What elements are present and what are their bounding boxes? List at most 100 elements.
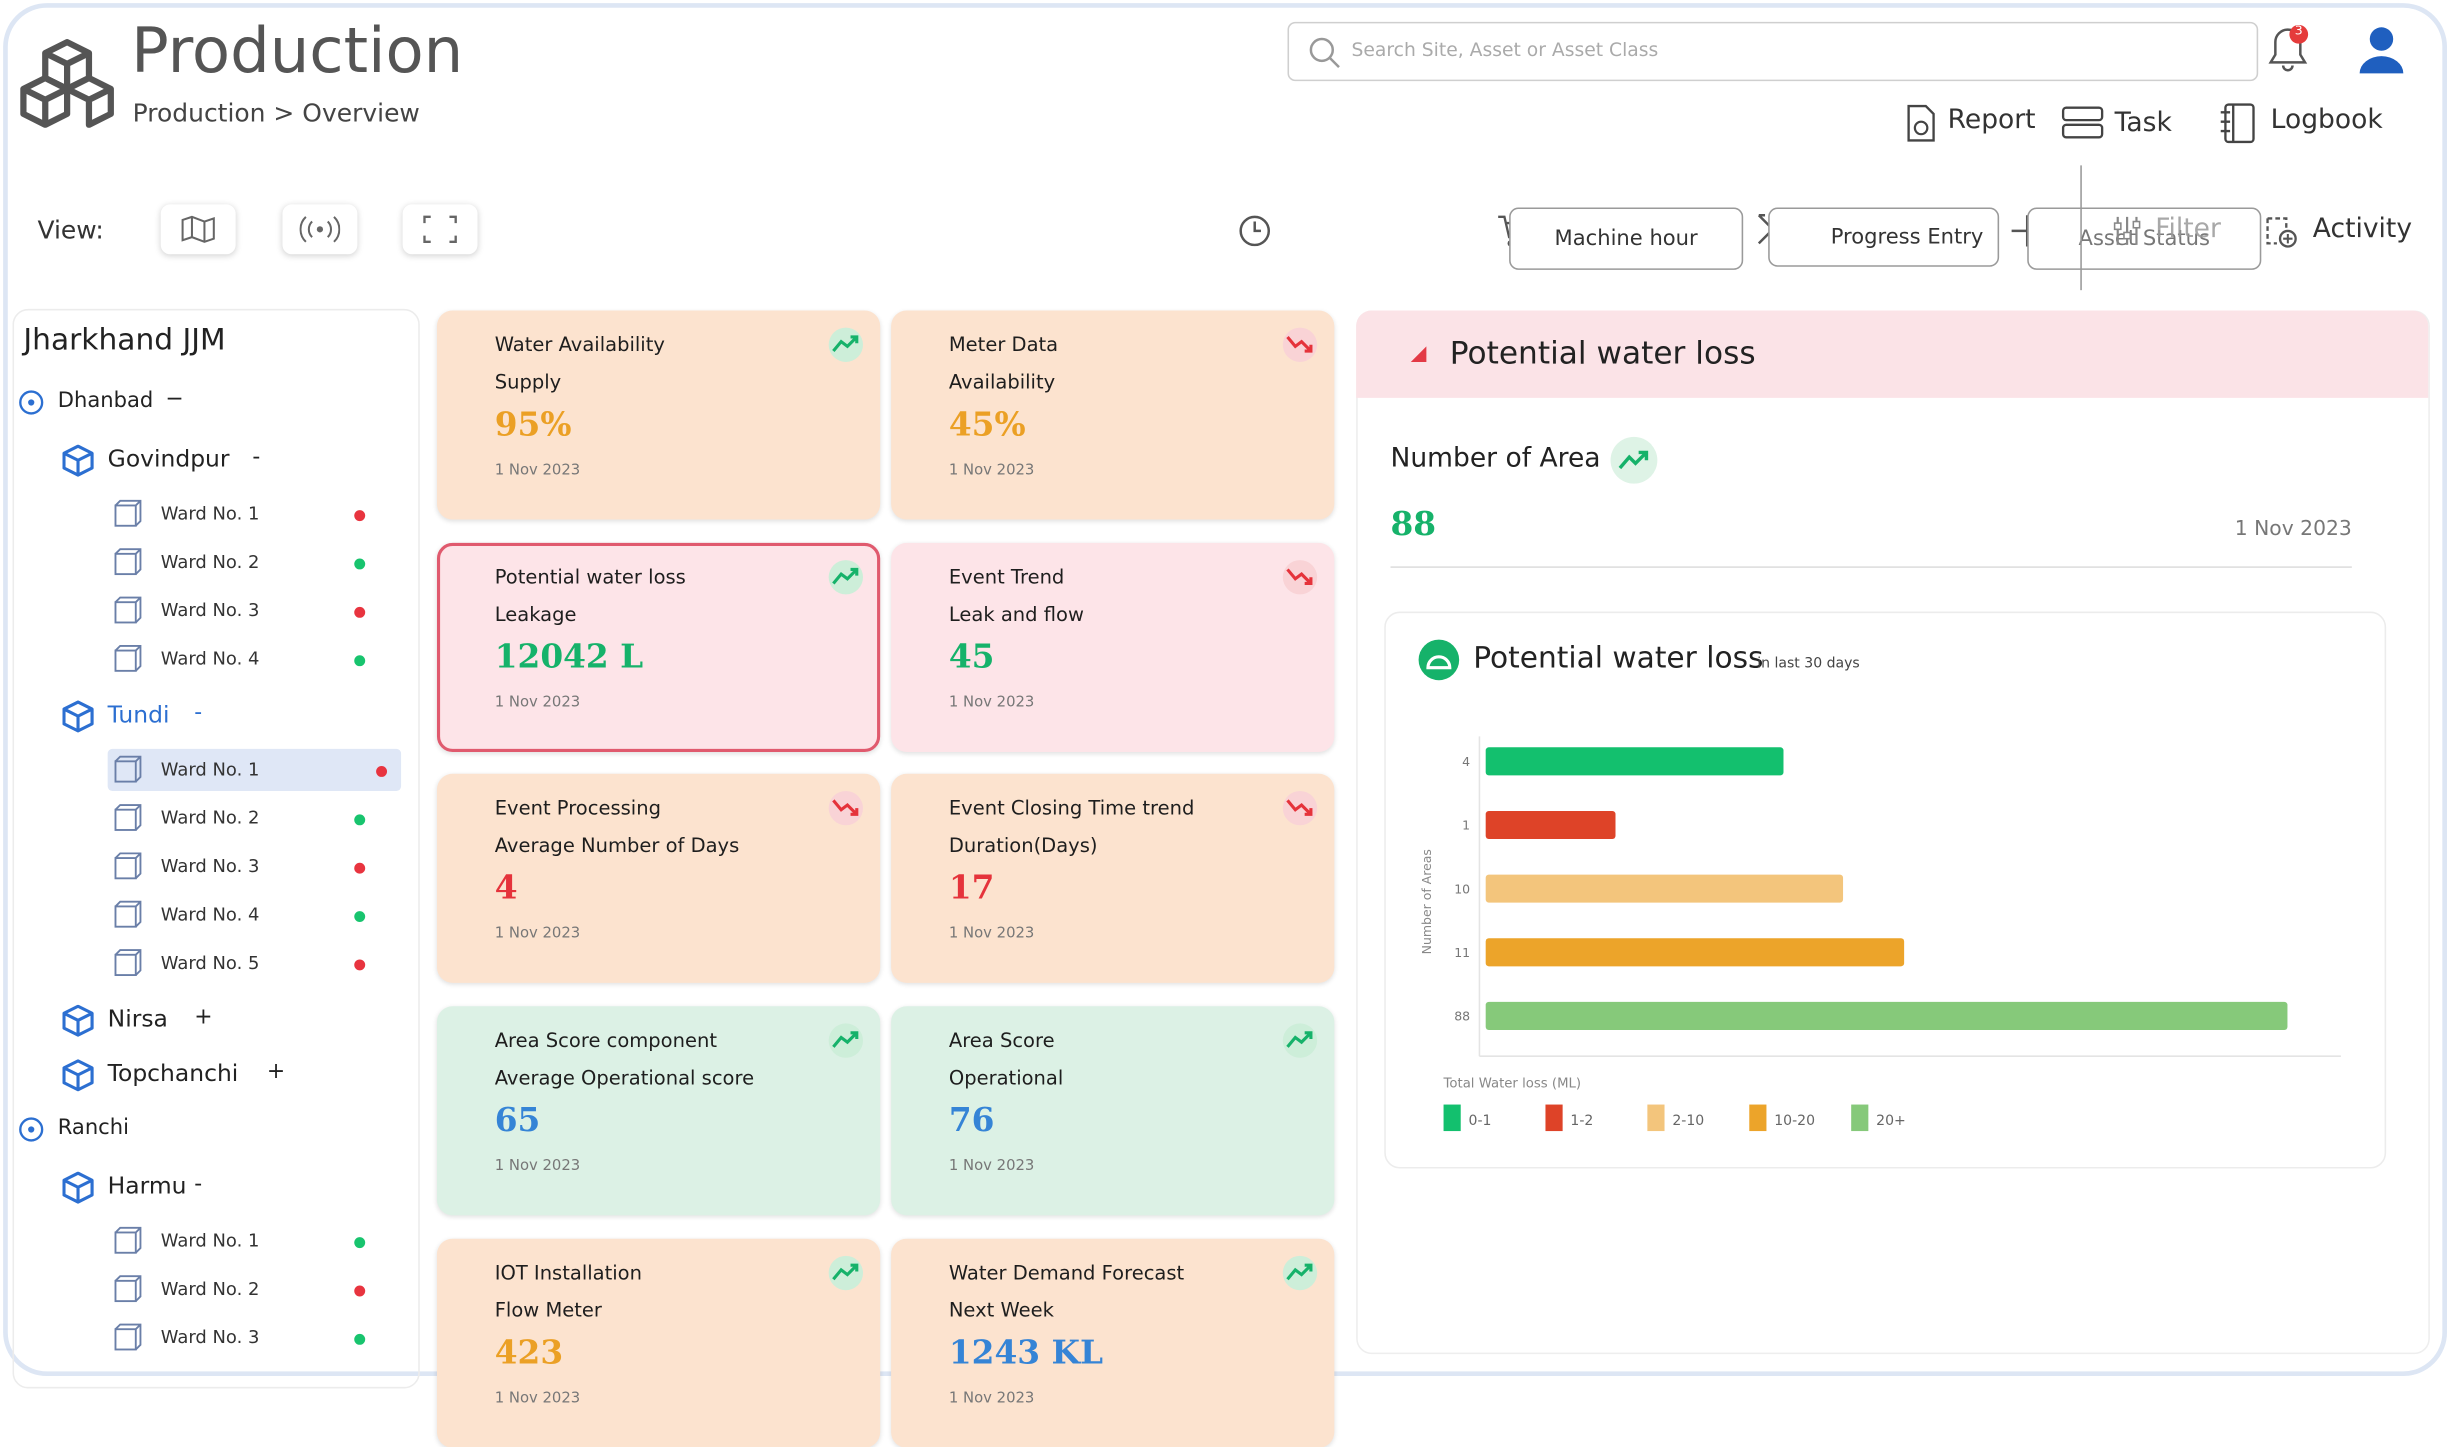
card-subtitle: Average Operational score — [494, 1065, 755, 1090]
view-label: View: — [37, 215, 104, 245]
ward-icon — [114, 852, 142, 880]
kpi-card[interactable]: IOT Installation Flow Meter 423 1 Nov 2023 — [436, 1238, 881, 1447]
trend-up-icon — [1282, 1255, 1318, 1290]
kpi-card[interactable]: Area Score Operational 76 1 Nov 2023 — [891, 1006, 1335, 1216]
kpi-card[interactable]: Meter Data Availability 45% 1 Nov 2023 — [891, 310, 1335, 520]
collapse-icon[interactable] — [1409, 345, 1428, 364]
y-tick-label: 88 — [1454, 1009, 1470, 1024]
status-dot — [354, 1333, 366, 1345]
block-toggle[interactable]: + — [266, 1059, 286, 1085]
panel-header: Potential water loss — [1356, 310, 2429, 398]
block-name[interactable]: Govindpur — [107, 444, 230, 473]
ward-name[interactable]: Ward No. 4 — [160, 647, 260, 670]
ward-name[interactable]: Ward No. 3 — [160, 1326, 260, 1348]
card-value: 17 — [948, 868, 995, 908]
block-toggle[interactable]: - — [194, 1171, 203, 1197]
search-box[interactable]: Search Site, Asset or Asset Class — [1287, 21, 2259, 82]
kpi-card[interactable]: Water Availability Supply 95% 1 Nov 2023 — [436, 310, 881, 520]
ward-icon — [114, 644, 142, 672]
legend-swatch — [1545, 1104, 1563, 1132]
status-dot — [354, 558, 366, 570]
region-name[interactable]: Dhanbad — [57, 388, 154, 414]
kpi-card[interactable]: Area Score component Average Operational … — [436, 1006, 881, 1216]
block-icon — [62, 1171, 94, 1204]
ward-name[interactable]: Ward No. 3 — [160, 599, 260, 621]
ward-name[interactable]: Ward No. 5 — [160, 951, 260, 974]
region-icon — [19, 1117, 44, 1142]
card-date: 1 Nov 2023 — [494, 1157, 581, 1175]
card-value: 65 — [494, 1100, 541, 1140]
ward-name[interactable]: Ward No. 4 — [160, 903, 260, 926]
kpi-card[interactable]: Potential water loss Leakage 12042 L 1 Nov … — [436, 542, 881, 752]
chart-icon — [1418, 639, 1460, 681]
card-value: 45 — [948, 636, 995, 676]
task-action[interactable]: Task — [2114, 107, 2172, 139]
kpi-card[interactable]: Event Processing Average Number of Days 4 1… — [436, 774, 881, 984]
activity-button[interactable]: Activity — [2312, 213, 2413, 245]
button-label: Asset Status — [2078, 226, 2210, 252]
breadcrumb[interactable]: Production > Overview — [132, 98, 420, 128]
machine-hour-button[interactable]: Machine hour — [1509, 207, 1744, 270]
ward-name[interactable]: Ward No. 2 — [160, 1277, 260, 1300]
status-dot — [354, 606, 366, 618]
divider — [2080, 165, 2082, 291]
status-dot — [354, 959, 366, 971]
status-dot — [354, 510, 366, 522]
ward-name[interactable]: Ward No. 2 — [160, 550, 260, 573]
region-toggle[interactable]: − — [165, 386, 184, 412]
report-icon — [1907, 104, 1935, 142]
ward-name[interactable]: Ward No. 2 — [160, 806, 260, 829]
card-value: 423 — [494, 1332, 564, 1372]
logbook-action[interactable]: Logbook — [2270, 104, 2383, 136]
kpi-card[interactable]: Event Trend Leak and flow 45 1 Nov 2023 — [891, 542, 1335, 752]
ward-name[interactable]: Ward No. 1 — [160, 758, 260, 781]
card-date: 1 Nov 2023 — [494, 1389, 581, 1407]
user-avatar[interactable] — [2357, 25, 2407, 75]
notification-bell[interactable] — [2263, 22, 2313, 75]
status-dot — [354, 1237, 366, 1249]
block-toggle[interactable]: - — [252, 444, 261, 470]
trend-down-icon — [1282, 559, 1318, 594]
trend-down-icon — [1282, 327, 1318, 362]
y-tick-label: 1 — [1462, 818, 1470, 833]
card-date: 1 Nov 2023 — [948, 1157, 1035, 1175]
filter-button[interactable]: Filter — [2155, 213, 2221, 245]
ward-name[interactable]: Ward No. 1 — [160, 1229, 260, 1252]
ward-name[interactable]: Ward No. 3 — [160, 854, 260, 877]
history-icon[interactable] — [1238, 214, 1272, 248]
progress-entry-button[interactable]: Progress Entry — [1768, 207, 2000, 267]
bar — [1485, 1001, 2288, 1030]
filter-icon — [2113, 216, 2141, 245]
block-name[interactable]: Harmu — [107, 1171, 187, 1200]
block-toggle[interactable]: + — [194, 1004, 213, 1030]
task-icon — [2061, 106, 2104, 139]
asset-status-button[interactable]: Asset Status — [2027, 207, 2262, 270]
card-subtitle: Availability — [948, 369, 1056, 394]
card-title: Event Trend — [948, 564, 1065, 588]
kpi-card[interactable]: Water Demand Forecast Next Week 1243 KL 1 N… — [891, 1238, 1335, 1447]
card-title: Potential water loss — [494, 564, 686, 588]
region-icon — [19, 390, 44, 415]
iot-view-button[interactable] — [282, 204, 358, 255]
activity-icon — [2266, 217, 2297, 248]
status-dot — [354, 1285, 366, 1297]
button-label: Progress Entry — [1830, 224, 1984, 250]
map-view-button[interactable] — [160, 204, 236, 255]
ward-name[interactable]: Ward No. 1 — [160, 502, 260, 525]
block-name[interactable]: Topchanchi — [107, 1059, 239, 1088]
region-name[interactable]: Ranchi — [57, 1115, 129, 1141]
report-action[interactable]: Report — [1947, 104, 2036, 136]
block-name[interactable]: Tundi — [107, 700, 170, 729]
block-toggle[interactable]: - — [194, 700, 203, 726]
ward-icon — [114, 548, 142, 576]
ward-icon — [114, 596, 142, 624]
block-name[interactable]: Nirsa — [107, 1004, 168, 1033]
card-subtitle: Operational — [948, 1065, 1064, 1090]
ward-icon — [114, 949, 142, 976]
chart-title: Potential water loss — [1473, 640, 1763, 675]
card-subtitle: Supply — [494, 369, 562, 394]
kpi-card[interactable]: Event Closing Time trend Duration(Days) 17… — [891, 774, 1335, 984]
trend-up-icon — [828, 1255, 864, 1290]
card-date: 1 Nov 2023 — [948, 461, 1035, 479]
fullscreen-button[interactable] — [402, 204, 478, 255]
